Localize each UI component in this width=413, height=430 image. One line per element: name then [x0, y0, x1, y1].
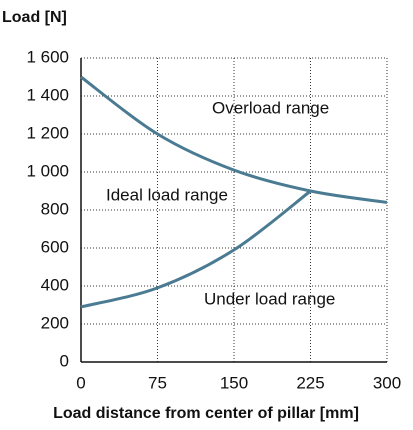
line: [80, 189, 312, 309]
y-tick-label: 800: [41, 199, 69, 218]
y-tick-label: 1 600: [26, 47, 69, 66]
x-axis-label: Load distance from center of pillar [mm]: [53, 405, 359, 422]
y-axis-label: Load [N]: [2, 9, 67, 26]
x-tick-label: 225: [296, 373, 324, 392]
y-tick-label: 1 000: [26, 161, 69, 180]
y-tick-label: 400: [41, 275, 69, 294]
annotation: Ideal load range: [106, 185, 228, 204]
annotation: Under load range: [204, 289, 335, 308]
x-tick-label: 300: [373, 373, 401, 392]
y-tick-label: 1 200: [26, 123, 69, 142]
y-tick-label: 0: [60, 351, 69, 370]
line: [80, 75, 388, 204]
x-tick-label: 75: [148, 373, 167, 392]
x-tick-label: 150: [220, 373, 248, 392]
y-tick-label: 1 400: [26, 85, 69, 104]
y-tick-label: 200: [41, 313, 69, 332]
annotation: Overload range: [212, 98, 329, 117]
x-tick-label: 0: [76, 373, 85, 392]
y-tick-label: 600: [41, 237, 69, 256]
